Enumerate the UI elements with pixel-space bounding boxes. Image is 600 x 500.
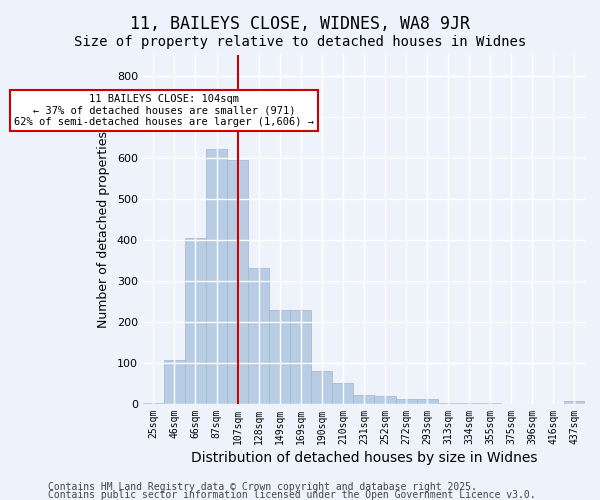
Bar (395, 398, 416, 404)
Text: Size of property relative to detached houses in Widnes: Size of property relative to detached ho… (74, 35, 526, 49)
Bar (164, 360, 185, 404)
Bar (227, 160, 248, 404)
Bar (332, 384, 353, 404)
Bar (416, 398, 437, 404)
Text: Contains public sector information licensed under the Open Government Licence v3: Contains public sector information licen… (48, 490, 536, 500)
Bar (374, 396, 395, 404)
Bar (480, 403, 501, 404)
Text: Contains HM Land Registry data © Crown copyright and database right 2025.: Contains HM Land Registry data © Crown c… (48, 482, 477, 492)
Bar (185, 238, 206, 404)
Text: 11 BAILEYS CLOSE: 104sqm
← 37% of detached houses are smaller (971)
62% of semi-: 11 BAILEYS CLOSE: 104sqm ← 37% of detach… (14, 94, 314, 127)
Bar (206, 150, 227, 404)
X-axis label: Distribution of detached houses by size in Widnes: Distribution of detached houses by size … (191, 451, 537, 465)
Bar (248, 268, 269, 404)
Y-axis label: Number of detached properties: Number of detached properties (97, 131, 110, 328)
Bar (269, 310, 290, 404)
Bar (143, 403, 164, 404)
Bar (353, 395, 374, 404)
Bar (458, 402, 480, 404)
Text: 11, BAILEYS CLOSE, WIDNES, WA8 9JR: 11, BAILEYS CLOSE, WIDNES, WA8 9JR (130, 15, 470, 33)
Bar (437, 402, 458, 404)
Bar (564, 401, 585, 404)
Bar (290, 310, 311, 404)
Bar (311, 371, 332, 404)
